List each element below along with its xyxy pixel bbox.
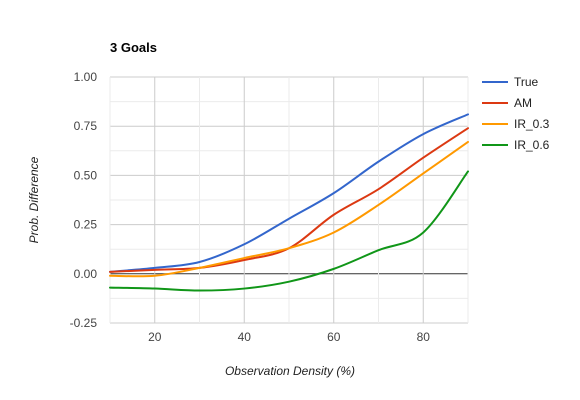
legend-label: AM — [514, 96, 532, 110]
x-axis-label: Observation Density (%) — [225, 364, 355, 378]
gridlines — [109, 76, 469, 324]
legend: True AM IR_0.3 IR_0.6 — [482, 75, 550, 152]
series-lines — [109, 113, 469, 292]
y-axis-label: Prob. Difference — [27, 156, 41, 243]
y-tick-label: -0.25 — [70, 316, 98, 330]
legend-label: True — [514, 75, 539, 89]
series-line-ir-0-6 — [109, 170, 469, 292]
y-tick-label: 1.00 — [74, 70, 98, 84]
chart-title: 3 Goals — [110, 40, 157, 55]
y-tick-label: 0.50 — [74, 168, 98, 182]
x-tick-label: 80 — [417, 330, 431, 344]
y-tick-label: 0.00 — [74, 267, 98, 281]
y-tick-label: 0.75 — [74, 119, 98, 133]
y-tick-label: 0.25 — [74, 218, 98, 232]
legend-label: IR_0.6 — [514, 138, 550, 152]
y-tick-labels: -0.25 0.00 0.25 0.50 0.75 1.00 — [70, 70, 98, 330]
x-tick-labels: 20 40 60 80 — [148, 330, 430, 344]
x-tick-label: 40 — [238, 330, 252, 344]
series-line-true — [109, 113, 469, 273]
x-tick-label: 60 — [327, 330, 341, 344]
x-tick-label: 20 — [148, 330, 162, 344]
series-line-ir-0-3 — [109, 140, 469, 278]
legend-label: IR_0.3 — [514, 117, 550, 131]
